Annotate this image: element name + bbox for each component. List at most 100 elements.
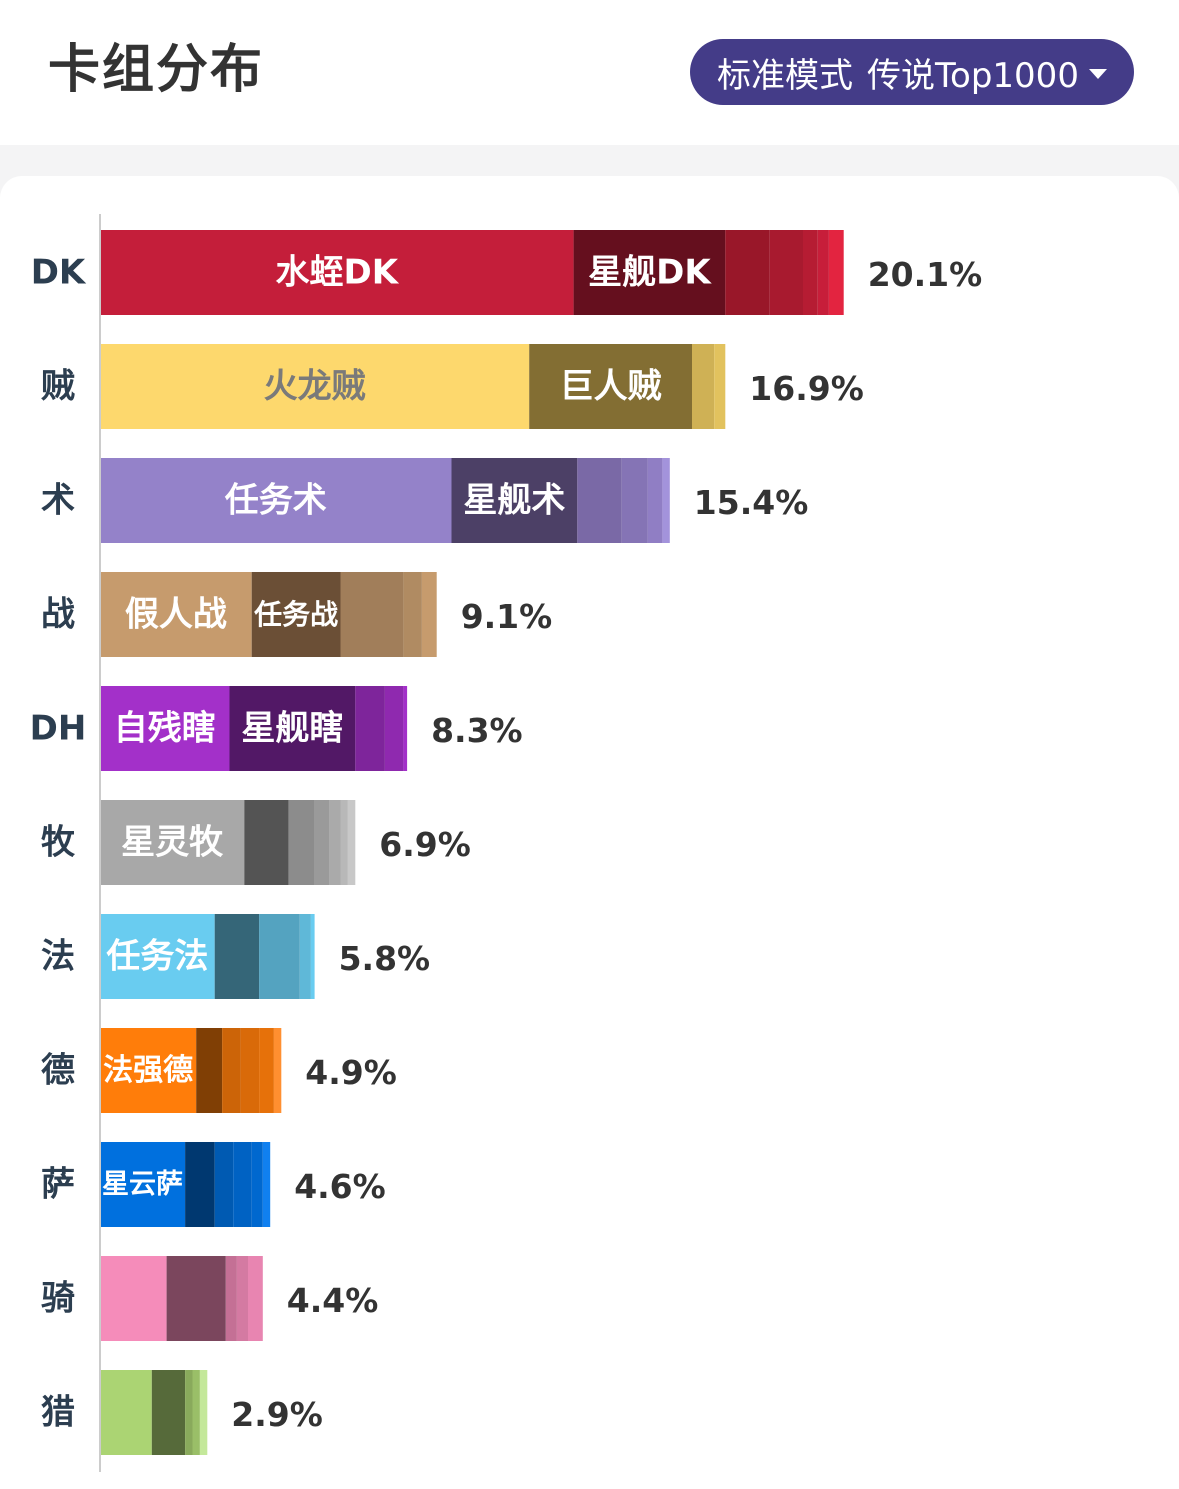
segment-label: 火龙贼 (264, 367, 366, 407)
bar-segment[interactable] (100, 1028, 197, 1113)
bar-segment[interactable] (803, 230, 818, 315)
bar-segment[interactable] (647, 458, 663, 543)
bar-segment[interactable] (151, 1370, 186, 1455)
bar-segment[interactable] (621, 458, 648, 543)
bar-segment[interactable] (229, 686, 356, 771)
bar-segment[interactable] (236, 1256, 248, 1341)
bar-segment[interactable] (196, 1028, 223, 1113)
caret-down-icon (1088, 69, 1107, 79)
bar-segment[interactable] (340, 572, 404, 657)
bar-segment[interactable] (185, 1370, 193, 1455)
bar-segment[interactable] (573, 230, 726, 315)
segment-label: 星灵牧 (121, 823, 224, 863)
bar-segment[interactable] (769, 230, 803, 315)
total-label: 6.9% (379, 825, 471, 864)
bar-segment[interactable] (828, 230, 844, 315)
segment-label: 法强德 (103, 1053, 193, 1088)
bar-segment[interactable] (817, 230, 829, 315)
segment-label: 星舰术 (463, 481, 565, 521)
category-label: DK (31, 253, 87, 293)
category-label: 萨 (41, 1165, 75, 1205)
bar-segment[interactable] (251, 572, 341, 657)
bar-segment[interactable] (100, 800, 245, 885)
bar-segment[interactable] (577, 458, 622, 543)
total-label: 8.3% (431, 711, 523, 750)
bar-segment[interactable] (244, 800, 289, 885)
bar-segment[interactable] (355, 686, 385, 771)
bar-segment[interactable] (725, 230, 770, 315)
bar-segment[interactable] (100, 344, 530, 429)
bar-segment[interactable] (662, 458, 670, 543)
bar-segment[interactable] (259, 914, 300, 999)
bar-segment[interactable] (421, 572, 437, 657)
mode-dropdown[interactable]: 标准模式 传说Top1000 (690, 39, 1134, 105)
page-header: 卡组分布 标准模式 传说Top1000 (0, 0, 1179, 145)
total-label: 2.9% (231, 1395, 323, 1434)
segment-label: 水蛭DK (276, 253, 400, 293)
bar-segment[interactable] (240, 1028, 260, 1113)
segment-label: 自残瞎 (114, 709, 216, 749)
category-label: 牧 (41, 823, 76, 863)
category-label: 骑 (41, 1279, 75, 1319)
bar-segment[interactable] (100, 230, 574, 315)
bar-segment[interactable] (692, 344, 715, 429)
segment-label: 巨人贼 (560, 367, 662, 407)
bar-segment[interactable] (451, 458, 578, 543)
deck-distribution-chart: DK 水蛭DK 星舰DK 20.1% 贼 火龙贼 巨人贼 16.9% 术 任务术 星舰术 15.4% 战… (30, 214, 983, 1472)
bar-segment[interactable] (384, 686, 404, 771)
bar-segment[interactable] (329, 800, 341, 885)
segment-label: 任务术 (225, 481, 327, 521)
category-label: 贼 (41, 367, 75, 407)
total-label: 4.6% (294, 1167, 386, 1206)
bar-segment[interactable] (100, 914, 215, 999)
bar-segment[interactable] (273, 1028, 282, 1113)
segment-label: 星云萨 (102, 1169, 183, 1200)
bar-segment[interactable] (100, 458, 452, 543)
category-label: 德 (41, 1051, 75, 1091)
bar-segment[interactable] (262, 1142, 271, 1227)
bar-segment[interactable] (225, 1256, 237, 1341)
bar-segment[interactable] (248, 1256, 263, 1341)
bar-segment[interactable] (251, 1142, 263, 1227)
total-label: 20.1% (868, 255, 983, 294)
bar-segment[interactable] (259, 1028, 274, 1113)
bar-segment[interactable] (403, 572, 422, 657)
segment-label: 假人战 (125, 595, 227, 635)
bar-segment[interactable] (233, 1142, 252, 1227)
bar-segment[interactable] (288, 800, 315, 885)
rank-label: 传说Top1000 (867, 55, 1079, 96)
segment-label: 任务战 (253, 598, 338, 631)
bar-segment[interactable] (299, 914, 311, 999)
segment-label: 星舰DK (588, 253, 712, 293)
bar-segment[interactable] (100, 572, 252, 657)
total-label: 9.1% (461, 597, 553, 636)
bar-segment[interactable] (100, 1142, 186, 1227)
bar-segment[interactable] (100, 1256, 167, 1341)
category-label: 战 (41, 595, 75, 635)
category-label: DH (30, 709, 87, 749)
bar-segment[interactable] (310, 914, 315, 999)
bar-segment[interactable] (222, 1028, 241, 1113)
bar-segment[interactable] (214, 1142, 234, 1227)
bar-segment[interactable] (347, 800, 356, 885)
total-label: 4.9% (305, 1053, 397, 1092)
segment-label: 任务法 (106, 937, 208, 977)
chart-card: DK 水蛭DK 星舰DK 20.1% 贼 火龙贼 巨人贼 16.9% 术 任务术 星舰术 15.4% 战… (0, 176, 1179, 1489)
bar-segment[interactable] (192, 1370, 200, 1455)
total-label: 5.8% (339, 939, 431, 978)
total-label: 16.9% (749, 369, 864, 408)
bar-segment[interactable] (100, 686, 230, 771)
page-title: 卡组分布 (48, 40, 265, 100)
bar-segment[interactable] (185, 1142, 215, 1227)
bar-segment[interactable] (100, 1370, 152, 1455)
bar-segment[interactable] (166, 1256, 226, 1341)
bar-segment[interactable] (214, 914, 260, 999)
total-label: 15.4% (694, 483, 809, 522)
bar-segment[interactable] (199, 1370, 208, 1455)
category-label: 法 (41, 937, 75, 977)
bar-segment[interactable] (529, 344, 692, 429)
bar-segment[interactable] (314, 800, 330, 885)
bar-segment[interactable] (403, 686, 408, 771)
bar-segment[interactable] (714, 344, 726, 429)
bar-segment[interactable] (340, 800, 348, 885)
